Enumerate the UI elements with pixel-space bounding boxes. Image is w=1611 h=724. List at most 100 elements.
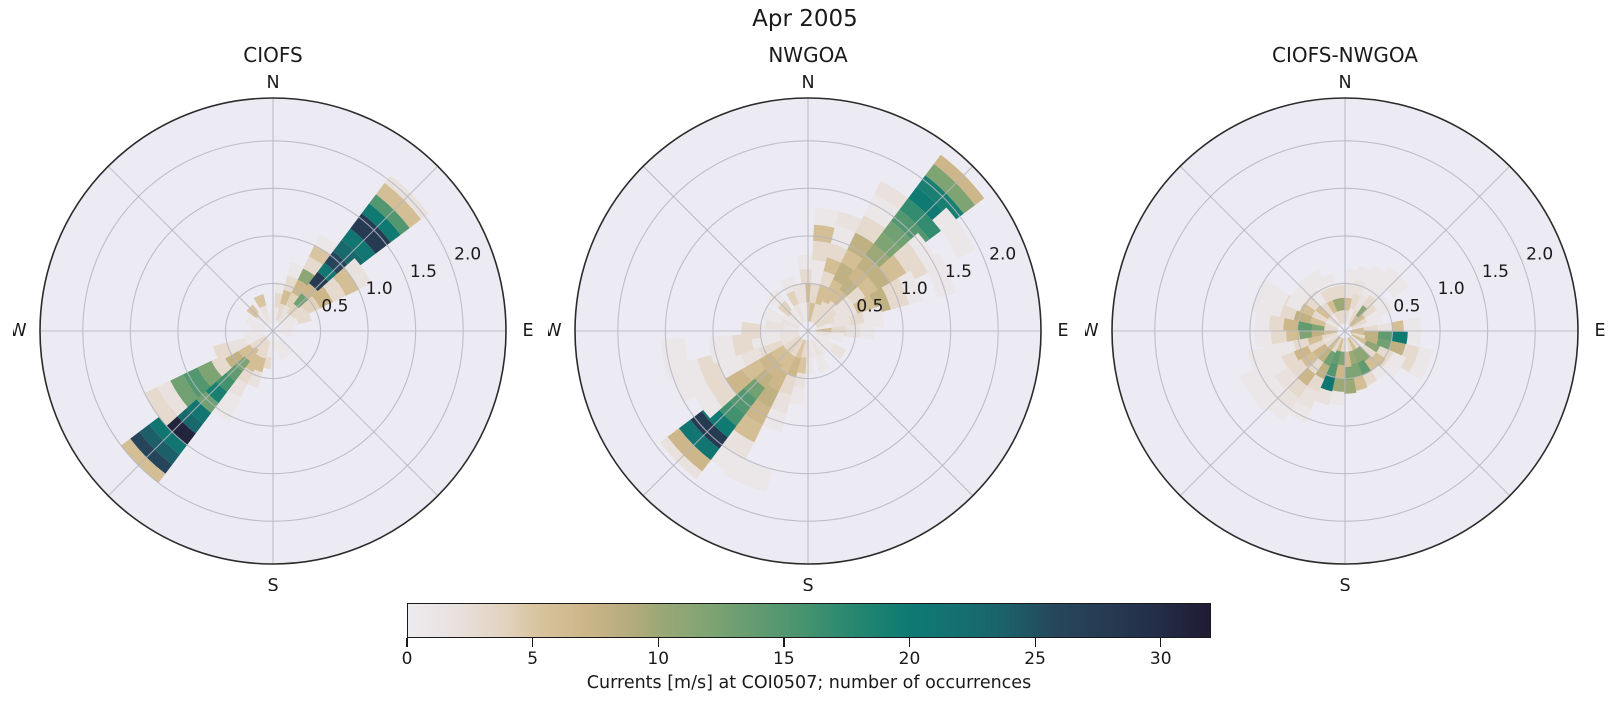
rose-segment	[832, 296, 856, 317]
rose-segment	[170, 374, 199, 407]
rose-segment	[1337, 310, 1345, 324]
rose-segment	[157, 380, 188, 417]
colorbar-tick-label: 10	[647, 649, 670, 669]
spoke-line	[807, 330, 974, 497]
rose-segment	[253, 294, 267, 309]
colorbar-tick	[532, 638, 534, 647]
rose-segment	[790, 307, 804, 324]
rose-segment	[822, 279, 846, 307]
rose-segment	[244, 331, 265, 341]
rose-segment	[285, 292, 302, 310]
rose-segment	[281, 317, 299, 329]
rose-segment	[789, 338, 804, 357]
rose-segment	[290, 305, 308, 321]
radial-tick-label: 1.0	[901, 279, 928, 299]
rose-segment	[277, 338, 292, 357]
ciofs-nwgoa-rose-chart: N E S W 0.5 1.0 1.5 2.0	[1085, 73, 1605, 591]
rose-segment	[1265, 286, 1290, 318]
rose-segment	[197, 360, 222, 387]
rose-segment	[761, 306, 784, 324]
rose-segment	[1350, 314, 1367, 328]
rose-segment	[1332, 297, 1345, 312]
colorbar-tick	[1034, 638, 1036, 647]
radial-tick-label: 2.0	[989, 244, 1016, 264]
rose-segment	[183, 367, 211, 398]
spoke-line	[1179, 330, 1346, 497]
rose-segment	[812, 301, 831, 324]
radial-tick-label: 0.5	[321, 297, 348, 317]
rose-segment	[245, 333, 265, 346]
rose-segment	[237, 342, 254, 358]
rose-segment	[322, 277, 346, 303]
radial-tick-label: 1.5	[410, 262, 437, 282]
rose-segment	[814, 353, 830, 373]
cardinal-label-W: W	[13, 321, 27, 341]
cardinal-label-N: N	[1338, 73, 1351, 93]
panel-title-ciofs-nwgoa: CIOFS-NWGOA	[1272, 43, 1418, 67]
radial-tick-label: 0.5	[856, 297, 883, 317]
rose-segment	[277, 305, 292, 324]
panel-title-ciofs: CIOFS	[243, 43, 303, 67]
rose-segment	[242, 352, 261, 373]
spoke-line	[107, 330, 274, 497]
rose-segment	[779, 275, 798, 295]
rose-segment	[312, 286, 333, 309]
rose-segment	[266, 312, 273, 324]
rose-segment	[832, 262, 859, 289]
rose-segment	[1396, 343, 1420, 373]
colorbar-tick	[406, 638, 408, 647]
rose-segment	[280, 324, 294, 331]
figure-suptitle: Apr 2005	[752, 6, 858, 32]
spoke-line	[642, 330, 809, 497]
rose-segment	[1298, 269, 1325, 294]
rose-segment	[780, 333, 800, 346]
rose-segment	[257, 309, 269, 324]
rose-segment	[1330, 311, 1342, 326]
cardinal-label-S: S	[802, 576, 813, 591]
cardinal-label-N: N	[801, 73, 814, 93]
rose-segment	[245, 316, 265, 329]
rose-segment	[1348, 336, 1360, 351]
colorbar-tick-label: 25	[1024, 649, 1046, 669]
cardinal-label-E: E	[1057, 321, 1068, 341]
rose-segment	[697, 354, 726, 389]
rose-segment	[827, 332, 845, 343]
radial-tick-label: 1.5	[1482, 262, 1509, 282]
radial-tick-label: 2.0	[1526, 244, 1553, 264]
rose-segment	[782, 312, 801, 327]
ciofs-rose-chart: N E S W 0.5 1.0 1.5 2.0	[13, 73, 533, 591]
rose-segment	[1408, 346, 1434, 381]
rose-segment	[861, 305, 884, 328]
cardinal-label-E: E	[1594, 321, 1605, 341]
rose-segment	[1382, 351, 1407, 378]
rose-segment	[206, 386, 241, 421]
rose-segment	[708, 335, 737, 364]
rose-segment	[1312, 273, 1336, 293]
cardinal-label-N: N	[266, 73, 279, 93]
colorbar-tick	[657, 638, 659, 647]
rose-segment	[280, 315, 295, 327]
rose-segment	[732, 334, 755, 357]
rose-segment	[812, 338, 827, 357]
rose-segment	[211, 354, 232, 377]
rose-segment	[1328, 285, 1345, 301]
rose-segment	[144, 386, 178, 426]
rose-segment	[249, 335, 266, 349]
radial-tick-label: 1.5	[945, 262, 972, 282]
cardinal-label-S: S	[1339, 576, 1350, 591]
cardinal-label-W: W	[548, 321, 562, 341]
colorbar-tick-label: 20	[898, 649, 921, 669]
spoke-line	[1344, 330, 1511, 497]
rose-segment	[280, 331, 292, 338]
rose-segment	[1323, 334, 1340, 348]
rose-segment	[295, 310, 312, 325]
rose-segment	[893, 242, 928, 282]
colorbar-tick-label: 5	[527, 649, 539, 669]
spoke-line	[642, 165, 809, 332]
rose-segment	[1240, 370, 1274, 411]
rose-segment	[810, 339, 822, 357]
rose-segment	[798, 302, 808, 323]
rose-segment	[213, 342, 232, 362]
spoke-line	[807, 165, 974, 332]
